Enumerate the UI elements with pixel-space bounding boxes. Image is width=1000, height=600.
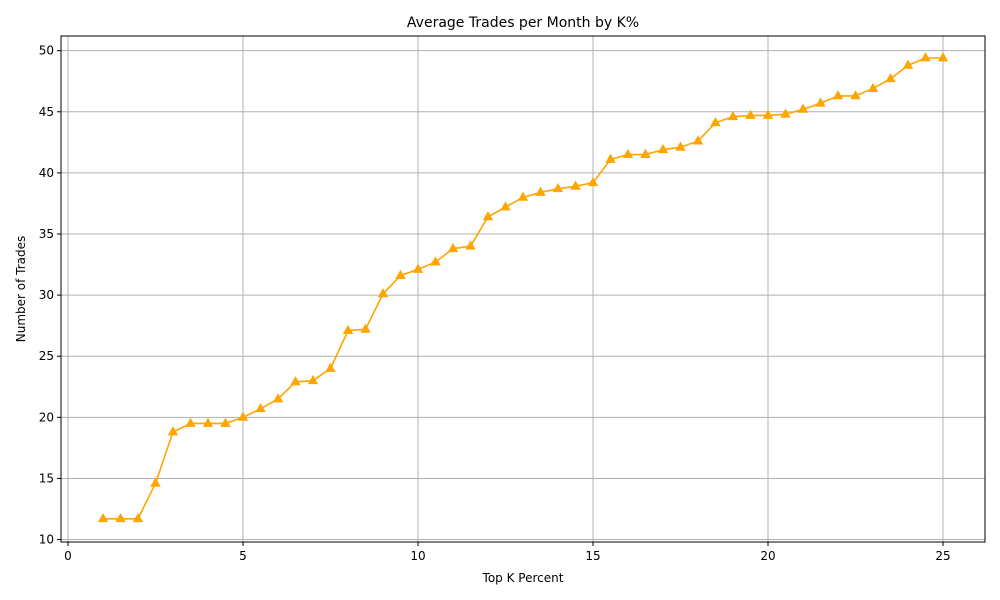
data-point-marker [325, 362, 336, 372]
data-point-marker [640, 148, 651, 158]
x-axis-label: Top K Percent [482, 571, 564, 585]
markers [97, 52, 949, 523]
data-point-marker [220, 417, 231, 427]
y-tick-label: 40 [39, 166, 54, 180]
x-tick-label: 10 [410, 549, 425, 563]
data-point-marker [920, 52, 931, 62]
y-axis-label: Number of Trades [14, 236, 28, 343]
data-point-marker [97, 512, 109, 523]
data-point-marker [902, 59, 914, 69]
data-point-marker [377, 288, 389, 298]
data-point-marker [150, 477, 161, 487]
data-point-marker [692, 135, 704, 145]
data-point-marker [587, 176, 599, 187]
data-point-marker [290, 376, 301, 386]
data-point-marker [500, 201, 511, 211]
y-tick-label: 30 [39, 288, 54, 302]
data-point-marker [745, 109, 756, 119]
data-point-marker [727, 110, 739, 121]
x-tick-label: 25 [935, 549, 950, 563]
series-group [97, 52, 949, 523]
data-point-marker [605, 153, 616, 163]
data-point-marker [132, 512, 144, 523]
data-point-marker [797, 103, 809, 113]
data-point-marker [167, 426, 179, 436]
x-tick-label: 5 [239, 549, 247, 563]
data-point-marker [535, 186, 546, 196]
plot-area-frame [60, 35, 986, 543]
data-point-marker [622, 148, 634, 158]
data-point-marker [115, 512, 126, 523]
data-point-marker [482, 211, 494, 221]
data-point-marker [395, 269, 406, 279]
data-point-marker [307, 374, 319, 385]
data-point-marker [255, 402, 266, 413]
data-point-marker [552, 182, 564, 193]
data-point-marker [850, 90, 861, 100]
x-tick-label: 15 [585, 549, 600, 563]
chart-title: Average Trades per Month by K% [407, 15, 639, 31]
data-point-marker [885, 72, 896, 83]
data-point-marker [867, 82, 879, 92]
data-point-marker [465, 240, 476, 250]
y-tick-label: 25 [39, 349, 54, 363]
data-point-marker [342, 324, 354, 334]
data-point-marker [762, 109, 774, 119]
data-point-marker [780, 108, 791, 118]
y-tick-label: 10 [39, 533, 54, 547]
x-tick-label: 0 [64, 549, 72, 563]
y-tick-label: 50 [39, 44, 54, 58]
data-point-marker [657, 143, 669, 154]
data-point-marker [710, 116, 721, 127]
y-tick-label: 15 [39, 471, 54, 485]
y-tick-label: 35 [39, 227, 54, 241]
data-point-marker [237, 411, 249, 421]
axis-ticks: 0 5 10 15 20 25 10 15 20 25 30 35 40 45 50 [39, 44, 951, 563]
data-point-marker [570, 180, 581, 190]
data-point-marker [832, 90, 844, 100]
x-tick-label: 20 [760, 549, 775, 563]
data-point-marker [412, 263, 424, 273]
data-point-marker [202, 417, 214, 427]
data-point-marker [360, 323, 371, 333]
data-point-marker [185, 417, 196, 427]
y-tick-label: 20 [39, 410, 54, 424]
data-point-marker [430, 256, 441, 266]
data-point-marker [675, 141, 686, 151]
data-point-marker [272, 393, 284, 403]
data-point-marker [517, 191, 529, 201]
y-tick-label: 45 [39, 105, 54, 119]
data-point-marker [447, 242, 459, 253]
data-point-marker [937, 52, 949, 62]
data-point-marker [815, 97, 826, 107]
grid [61, 36, 985, 542]
